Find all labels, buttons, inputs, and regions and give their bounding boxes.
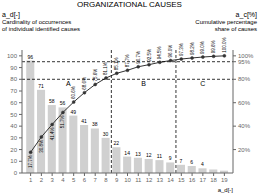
svg-text:100: 100 [8,53,18,59]
svg-text:96.0%: 96.0% [168,45,173,58]
svg-text:92.5%: 92.5% [147,49,152,62]
svg-text:97.3%: 97.3% [179,43,184,56]
svg-text:41: 41 [81,118,87,124]
svg-text:60.6%: 60.6% [71,86,76,99]
svg-text:96: 96 [27,54,33,60]
svg-text:68.6%: 68.6% [82,77,87,90]
svg-text:10: 10 [10,158,17,164]
svg-text:10: 10 [124,177,131,183]
svg-text:4: 4 [201,161,204,167]
svg-text:60%: 60% [238,100,251,106]
svg-text:80: 80 [10,76,17,82]
svg-text:71: 71 [38,83,44,89]
svg-text:9: 9 [169,155,172,161]
svg-text:87.7%: 87.7% [125,55,130,68]
svg-text:20%: 20% [238,147,251,153]
svg-text:38: 38 [92,121,98,127]
svg-text:6: 6 [190,159,193,165]
svg-text:22: 22 [114,140,120,146]
html-text:Cardinality of occurrences of: Cardinality of occurrences of individual… [2,19,81,32]
html-text:a_d[-]: a_d[-] [217,187,233,193]
svg-text:98.2%: 98.2% [190,42,195,55]
svg-text:56: 56 [60,100,66,106]
svg-text:17: 17 [200,177,207,183]
svg-text:14: 14 [124,150,130,156]
svg-text:15: 15 [178,177,185,183]
svg-text:19: 19 [221,177,228,183]
svg-text:99.6%: 99.6% [211,41,216,54]
svg-text:1: 1 [29,177,33,183]
svg-text:3: 3 [50,177,54,183]
svg-text:9: 9 [115,177,119,183]
svg-text:17.7%: 17.7% [28,155,33,168]
svg-text:13: 13 [135,151,141,157]
svg-text:51.7%: 51.7% [60,115,65,128]
svg-text:80%: 80% [238,76,251,82]
svg-text:40%: 40% [238,123,251,129]
svg-text:B: B [141,80,146,87]
svg-text:90: 90 [10,65,17,71]
svg-text:30.8%: 30.8% [39,140,44,153]
svg-text:85.1%: 85.1% [114,58,119,71]
svg-text:A: A [66,80,71,87]
svg-text:95%: 95% [238,59,251,65]
svg-text:40: 40 [10,123,17,129]
svg-text:50: 50 [10,112,17,118]
svg-text:75.6%: 75.6% [93,69,98,82]
svg-text:70: 70 [10,88,17,94]
html-text:a_c[%]: a_c[%] [235,11,257,18]
svg-text:20: 20 [10,147,17,153]
html-text:ORGANIZATIONAL CAUSES: ORGANIZATIONAL CAUSES [77,0,182,9]
svg-text:41.4%: 41.4% [50,128,55,141]
svg-text:12: 12 [146,152,152,158]
svg-text:60: 60 [10,100,17,106]
svg-text:100%: 100% [238,53,251,59]
svg-text:5: 5 [72,177,76,183]
svg-text:49: 49 [71,109,77,115]
svg-text:16: 16 [189,177,196,183]
svg-text:94.5%: 94.5% [157,47,162,60]
svg-text:58: 58 [49,98,55,104]
svg-text:14: 14 [167,177,174,183]
svg-text:0: 0 [14,170,18,176]
svg-text:C: C [200,80,205,87]
svg-text:7: 7 [180,158,183,164]
svg-text:12: 12 [146,177,153,183]
svg-text:18: 18 [210,177,217,183]
svg-text:30: 30 [103,131,109,137]
svg-text:6: 6 [83,177,87,183]
svg-text:4: 4 [61,177,65,183]
svg-text:30: 30 [10,135,17,141]
svg-text:2: 2 [40,177,44,183]
svg-text:7: 7 [94,177,98,183]
svg-text:100.0%: 100.0% [222,38,227,53]
html-text:a_d[-]: a_d[-] [2,11,20,18]
svg-text:13: 13 [156,177,163,183]
svg-text:8: 8 [104,177,108,183]
svg-text:99.0%: 99.0% [200,41,205,54]
svg-text:11: 11 [157,153,162,159]
svg-text:11: 11 [135,177,142,183]
html-text:Cumulative percentage share of: Cumulative percentage share of causes [195,19,257,32]
svg-text:90.7%: 90.7% [136,51,141,64]
svg-text:81.1%: 81.1% [103,62,108,75]
